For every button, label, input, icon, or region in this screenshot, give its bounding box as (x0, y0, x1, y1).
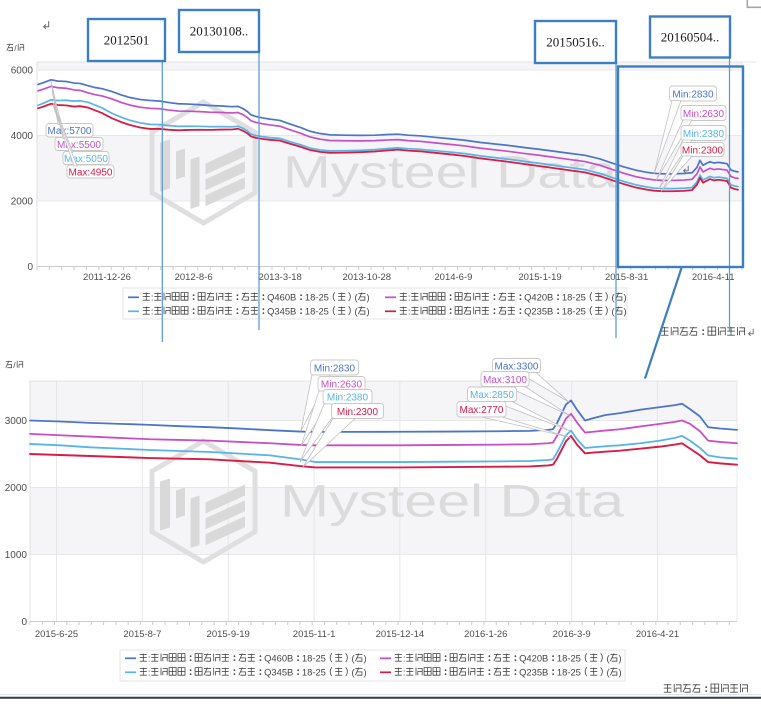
svg-text:2012501: 2012501 (104, 33, 150, 48)
svg-text:Min:2630: Min:2630 (321, 380, 363, 391)
svg-text:2000: 2000 (11, 197, 34, 208)
svg-text:): ) (619, 653, 622, 664)
svg-text:Q460B: Q460B (264, 653, 293, 664)
svg-text:Max:5500: Max:5500 (57, 140, 101, 151)
svg-text:18-25: 18-25 (562, 306, 586, 317)
svg-text:20150516..: 20150516.. (546, 35, 605, 50)
svg-text:2000: 2000 (5, 483, 28, 494)
svg-text:(: ( (607, 653, 611, 664)
svg-text:20160504..: 20160504.. (661, 30, 720, 45)
svg-text:2013-3-18: 2013-3-18 (259, 272, 302, 283)
svg-text:Mysteel Data: Mysteel Data (280, 476, 625, 527)
svg-text:): ) (364, 653, 367, 664)
svg-text:): ) (624, 292, 627, 303)
svg-text::: : (148, 667, 151, 678)
svg-text:Max:5050: Max:5050 (64, 154, 108, 165)
svg-text:18-25: 18-25 (302, 667, 326, 678)
svg-text:2016-4-21: 2016-4-21 (636, 629, 679, 640)
svg-text:): ) (367, 306, 370, 317)
svg-text:2015-11-1: 2015-11-1 (293, 629, 336, 640)
svg-text:/: / (14, 43, 17, 53)
svg-text:Q345B: Q345B (264, 667, 293, 678)
svg-text:Max:2770: Max:2770 (460, 405, 504, 416)
svg-text::: : (403, 653, 406, 664)
svg-text:18-25: 18-25 (305, 306, 329, 317)
svg-text::: : (151, 306, 154, 317)
svg-text:): ) (367, 292, 370, 303)
svg-text:Max:3100: Max:3100 (483, 375, 527, 386)
svg-text:0: 0 (21, 617, 27, 628)
svg-text:18-25: 18-25 (557, 653, 581, 664)
svg-text:): ) (619, 667, 622, 678)
svg-text:2012-8-6: 2012-8-6 (175, 272, 213, 283)
svg-text:Min:2830: Min:2830 (314, 363, 356, 374)
svg-text:Max:3300: Max:3300 (495, 361, 539, 372)
svg-text:Q420B: Q420B (519, 653, 548, 664)
svg-text:Q235B: Q235B (524, 306, 553, 317)
svg-text:2014-6-9: 2014-6-9 (434, 272, 472, 283)
svg-text:18-25: 18-25 (305, 292, 329, 303)
svg-text::: : (408, 306, 411, 317)
svg-text:Max:2850: Max:2850 (470, 390, 514, 401)
svg-text:Min:2300: Min:2300 (682, 145, 724, 156)
svg-text:(: ( (612, 292, 616, 303)
svg-text:Max:5700: Max:5700 (48, 126, 92, 137)
svg-text:2015-12-14: 2015-12-14 (376, 629, 425, 640)
svg-text:2015-8-31: 2015-8-31 (605, 272, 648, 283)
svg-text:Q460B: Q460B (267, 292, 296, 303)
svg-text::: : (151, 292, 154, 303)
svg-text:(: ( (352, 667, 356, 678)
svg-text::: : (403, 667, 406, 678)
svg-text:0: 0 (27, 262, 33, 273)
svg-text:Min:2830: Min:2830 (672, 89, 714, 100)
svg-text:2015-6-25: 2015-6-25 (35, 629, 78, 640)
svg-text:/: / (13, 360, 16, 370)
svg-text:2013-10-28: 2013-10-28 (342, 272, 391, 283)
svg-text:2015-1-19: 2015-1-19 (518, 272, 561, 283)
svg-text:): ) (624, 306, 627, 317)
svg-text:(: ( (352, 653, 356, 664)
svg-text:Q420B: Q420B (524, 292, 553, 303)
svg-text:18-25: 18-25 (562, 292, 586, 303)
svg-text:18-25: 18-25 (302, 653, 326, 664)
svg-text:2016-4-11: 2016-4-11 (692, 272, 735, 283)
svg-text:Max:4950: Max:4950 (69, 167, 113, 178)
svg-text:6000: 6000 (11, 66, 34, 77)
svg-text:(: ( (607, 667, 611, 678)
svg-text:(: ( (355, 292, 359, 303)
svg-text:2016-1-26: 2016-1-26 (464, 629, 507, 640)
svg-text:Min:2630: Min:2630 (683, 109, 725, 120)
svg-text:20130108..: 20130108.. (190, 24, 249, 39)
svg-text:Min:2380: Min:2380 (327, 393, 369, 404)
svg-text:2015-8-7: 2015-8-7 (123, 629, 161, 640)
svg-text:1000: 1000 (5, 550, 28, 561)
svg-text:): ) (364, 667, 367, 678)
svg-text:(: ( (612, 306, 616, 317)
svg-text:Q235B: Q235B (519, 667, 548, 678)
svg-text::: : (408, 292, 411, 303)
svg-text:2011-12-26: 2011-12-26 (83, 272, 131, 283)
svg-text:Q345B: Q345B (267, 306, 296, 317)
svg-text:18-25: 18-25 (557, 667, 581, 678)
svg-text:4000: 4000 (11, 131, 34, 142)
svg-text:2015-9-19: 2015-9-19 (207, 629, 250, 640)
svg-text:3000: 3000 (5, 416, 28, 427)
svg-text:Min:2380: Min:2380 (683, 129, 725, 140)
svg-text::: : (148, 653, 151, 664)
svg-text:(: ( (355, 306, 359, 317)
svg-text:Min:2300: Min:2300 (337, 407, 379, 418)
svg-text:2016-3-9: 2016-3-9 (553, 629, 591, 640)
